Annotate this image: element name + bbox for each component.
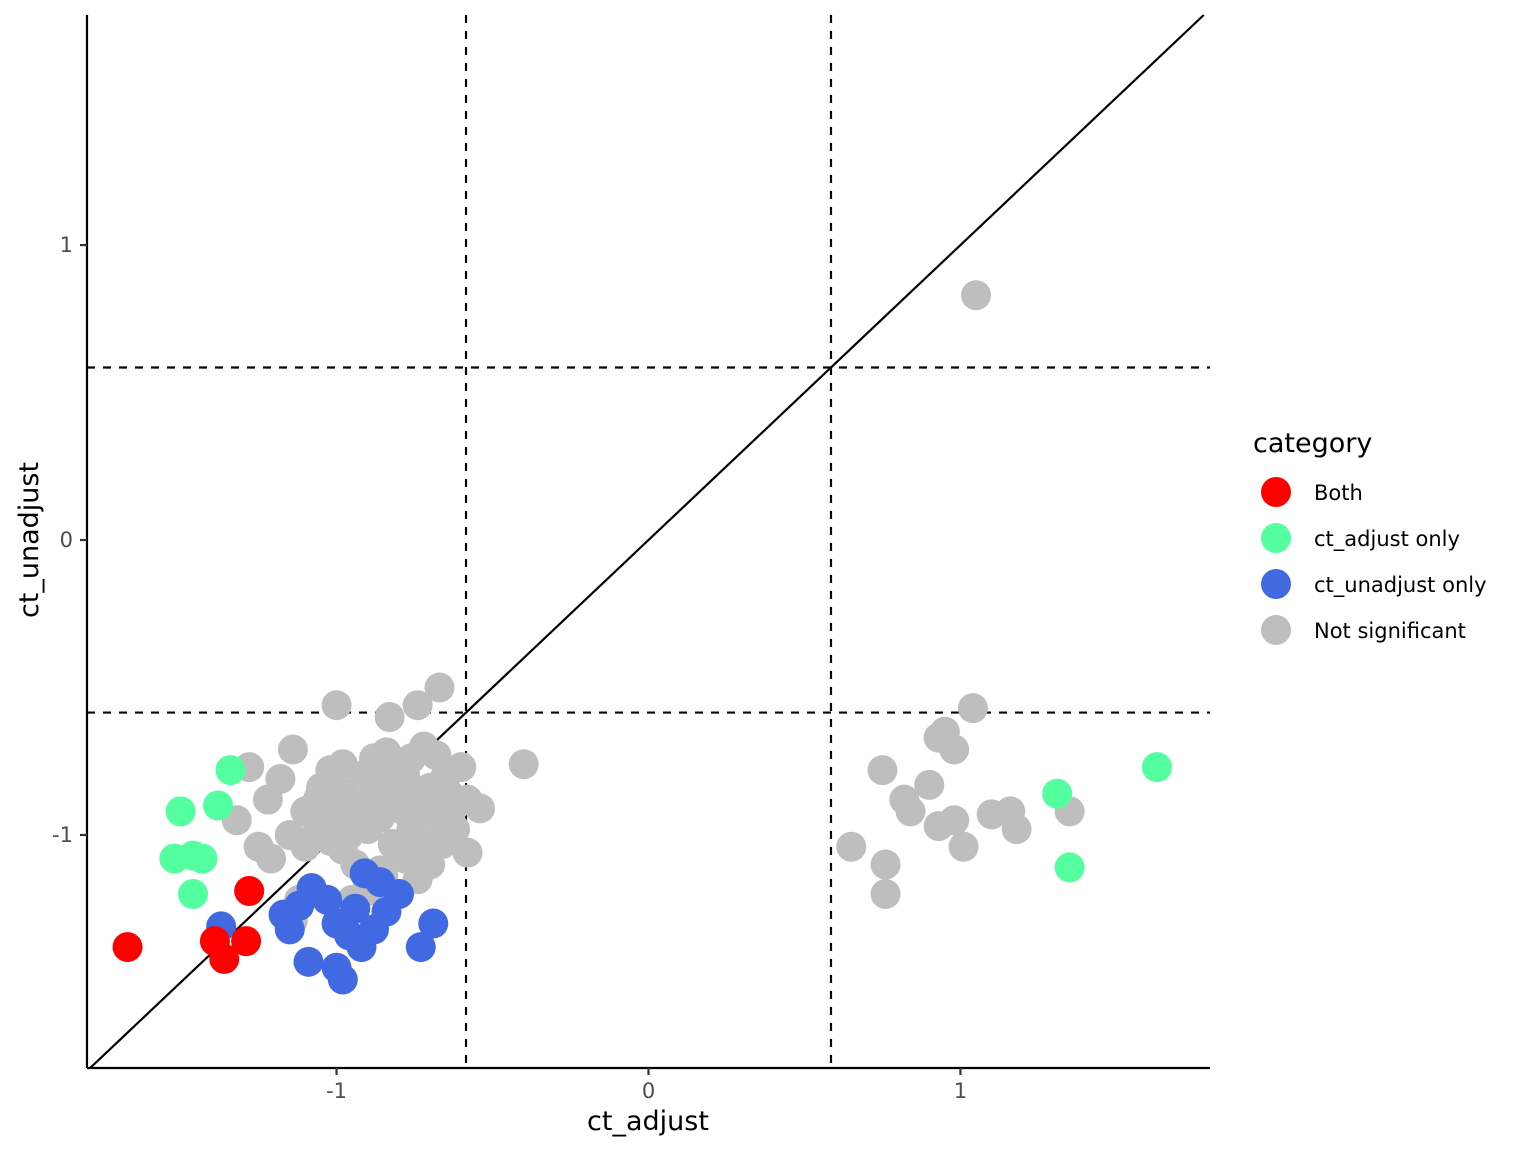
data-point: [836, 831, 867, 862]
data-point: [433, 778, 464, 809]
legend-label: Not significant: [1314, 619, 1466, 643]
data-point: [231, 926, 262, 957]
y-tick-label: -1: [52, 823, 73, 847]
data-point: [870, 849, 901, 880]
data-point: [277, 734, 308, 765]
legend-label: Both: [1314, 481, 1363, 505]
data-point: [265, 763, 296, 794]
data-point: [374, 702, 405, 732]
legend: category Both ct_adjust only ct_unadjust o…: [1253, 428, 1487, 645]
legend-title: category: [1253, 428, 1372, 459]
data-point: [939, 805, 970, 836]
data-point: [402, 690, 433, 721]
y-tick-label: 1: [60, 233, 73, 257]
data-point: [1001, 814, 1032, 845]
data-point: [256, 843, 287, 874]
data-point: [165, 796, 196, 827]
data-point: [939, 734, 970, 765]
data-point: [203, 790, 234, 821]
data-point: [895, 796, 926, 827]
data-point: [327, 964, 358, 995]
data-point: [365, 867, 396, 898]
data-point: [418, 908, 449, 939]
data-point: [508, 749, 539, 780]
data-point: [112, 932, 143, 963]
data-point: [424, 672, 455, 703]
legend-key: [1261, 477, 1291, 507]
x-axis-title: ct_adjust: [587, 1106, 709, 1137]
data-point: [309, 819, 340, 850]
x-tick-label: 0: [642, 1079, 655, 1103]
x-tick-label: 1: [954, 1079, 967, 1103]
data-points: [112, 280, 1172, 995]
identity-line: [89, 14, 1205, 1069]
legend-key: [1261, 523, 1291, 553]
x-tick-label: -1: [326, 1079, 347, 1103]
data-point: [293, 946, 324, 977]
data-point: [961, 280, 992, 311]
legend-entry: Both: [1261, 477, 1363, 507]
data-point: [408, 825, 439, 856]
data-point: [1054, 852, 1085, 883]
legend-key: [1261, 569, 1291, 599]
ticks: -1 0 1 -1 0 1: [52, 233, 967, 1103]
data-point: [334, 819, 365, 850]
legend-entry: ct_unadjust only: [1261, 569, 1487, 599]
data-point: [234, 876, 265, 907]
data-point: [187, 843, 218, 874]
series-ct-unadjust-only: [206, 858, 449, 995]
legend-entry: Not significant: [1261, 615, 1466, 645]
legend-label: ct_unadjust only: [1314, 573, 1487, 598]
y-tick-label: 0: [60, 528, 73, 552]
data-point: [312, 884, 343, 915]
data-point: [914, 769, 945, 800]
data-point: [1042, 778, 1073, 809]
series-not-significant: [221, 280, 1085, 936]
data-point: [1141, 752, 1172, 783]
data-point: [215, 755, 246, 786]
data-point: [302, 784, 333, 815]
reference-lines: [87, 14, 1210, 1069]
data-point: [274, 914, 305, 945]
data-point: [452, 837, 483, 868]
data-point: [465, 793, 496, 824]
data-point: [948, 831, 979, 862]
data-point: [867, 755, 898, 786]
data-point: [340, 893, 371, 924]
data-point: [870, 878, 901, 909]
y-axis-title: ct_unadjust: [14, 462, 45, 618]
legend-label: ct_adjust only: [1314, 527, 1460, 552]
data-point: [209, 943, 240, 974]
data-point: [957, 693, 988, 724]
data-point: [446, 752, 477, 783]
data-point: [390, 760, 421, 791]
series-ct-adjust-only: [159, 752, 1172, 909]
data-point: [178, 878, 209, 909]
data-point: [321, 690, 352, 721]
data-point: [405, 932, 436, 963]
legend-entry: ct_adjust only: [1261, 523, 1460, 553]
legend-key: [1261, 615, 1291, 645]
series-both: [112, 876, 265, 974]
